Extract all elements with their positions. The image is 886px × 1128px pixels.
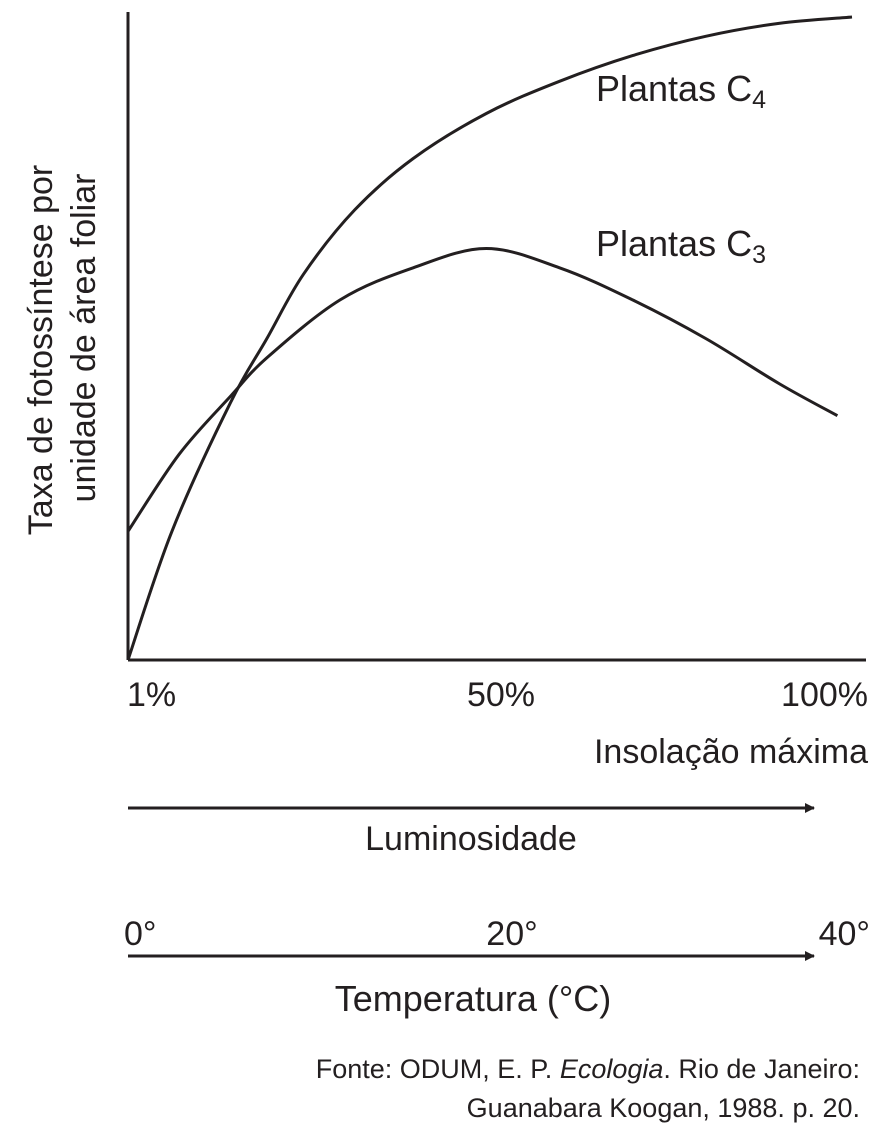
y-axis-label-line-2: unidade de área foliar xyxy=(65,174,103,503)
series-label-plantas-c3: Plantas C3 xyxy=(596,223,766,269)
luminosidade-label: Luminosidade xyxy=(365,820,577,858)
series-line-plantas-c3 xyxy=(126,246,839,533)
x-tick-label: 100% xyxy=(781,676,868,714)
temperature-tick-label: 40° xyxy=(819,915,870,953)
x-tick-label: 1% xyxy=(127,676,176,714)
y-axis-label-line-1: Taxa de fotossíntese por xyxy=(22,165,60,535)
x-tick-label: 50% xyxy=(467,676,535,714)
temperatura-label: Temperatura (°C) xyxy=(335,978,611,1019)
temperature-tick-label: 20° xyxy=(486,915,537,953)
series-line-plantas-c4 xyxy=(126,15,853,661)
temperature-tick-label: 0° xyxy=(124,915,157,953)
x-axis-label: Insolação máxima xyxy=(594,733,868,771)
source-line-1: Fonte: ODUM, E. P. Ecologia. Rio de Jane… xyxy=(316,1054,860,1084)
series-label-plantas-c4: Plantas C4 xyxy=(596,68,766,114)
source-line-2: Guanabara Koogan, 1988. p. 20. xyxy=(467,1093,860,1123)
